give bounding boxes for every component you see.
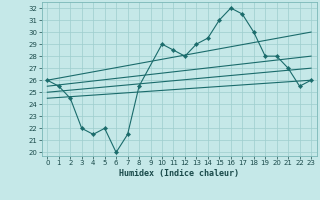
X-axis label: Humidex (Indice chaleur): Humidex (Indice chaleur) [119, 169, 239, 178]
